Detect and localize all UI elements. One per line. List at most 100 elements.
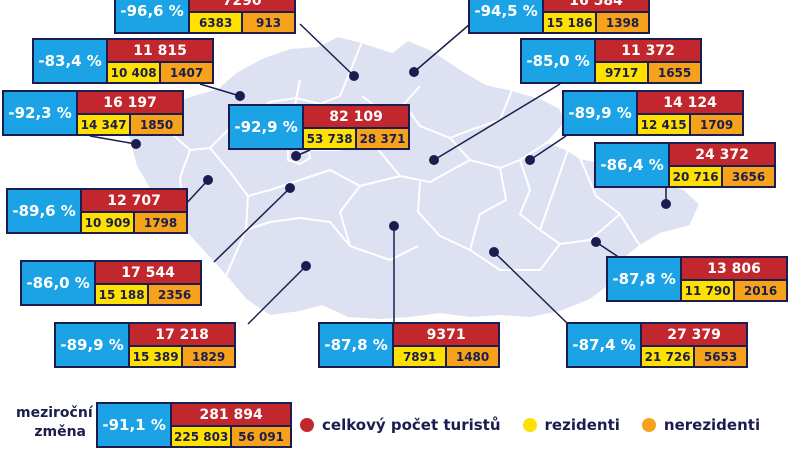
region-residents: 11 790 bbox=[682, 281, 736, 300]
region-residents: 15 186 bbox=[544, 13, 598, 32]
region-pct: -87,8 % bbox=[608, 258, 683, 300]
region-pct: -96,6 % bbox=[116, 0, 191, 32]
legend-dot-residents bbox=[522, 418, 537, 432]
national-nonresidents: 56 091 bbox=[232, 427, 291, 446]
region-pct: -87,8 % bbox=[320, 324, 395, 366]
region-pct: -94,5 % bbox=[470, 0, 545, 32]
region-total: 82 109 bbox=[304, 106, 408, 129]
region-residents: 9717 bbox=[596, 63, 650, 82]
region-dot-vysocina bbox=[389, 221, 399, 231]
region-pct: -89,9 % bbox=[56, 324, 131, 366]
border-kralovehradecky bbox=[403, 89, 513, 139]
region-dot-ustecky bbox=[235, 91, 245, 101]
leader-line-pardubicky bbox=[529, 135, 567, 161]
legend-item-residents: rezidenti bbox=[522, 416, 620, 434]
leader-line-jihomoravsky bbox=[493, 251, 569, 325]
leader-line-kralovehradecky bbox=[433, 83, 561, 161]
region-dot-kralovehradecky bbox=[429, 155, 439, 165]
region-pct: -86,0 % bbox=[22, 262, 97, 304]
leader-line-karlovarsky bbox=[299, 23, 355, 77]
national-residents: 225 803 bbox=[172, 427, 233, 446]
legend: celkový počet turistů rezidenti nerezide… bbox=[300, 416, 782, 434]
leader-line-plzensky-north bbox=[89, 135, 137, 145]
leader-line-stredocesky bbox=[213, 187, 291, 263]
national-pct: -91,1 % bbox=[98, 404, 173, 446]
region-residents: 14 347 bbox=[78, 115, 132, 134]
region-dot-plzensky-north bbox=[131, 139, 141, 149]
region-pct: -92,3 % bbox=[4, 92, 79, 134]
legend-item-nonresidents: nerezidenti bbox=[641, 416, 761, 434]
border-olomoucky bbox=[519, 149, 569, 231]
region-dot-stredocesky bbox=[285, 183, 295, 193]
region-pct: -89,9 % bbox=[564, 92, 639, 134]
region-residents: 53 738 bbox=[304, 129, 358, 148]
region-total: 16 197 bbox=[78, 92, 182, 115]
region-dot-pardubicky bbox=[525, 155, 535, 165]
region-pct: -86,4 % bbox=[596, 144, 671, 186]
leader-line-plzensky bbox=[183, 179, 209, 207]
border-zlinsky bbox=[539, 213, 621, 245]
region-total: 16 584 bbox=[544, 0, 648, 13]
region-nonresidents: 5653 bbox=[695, 347, 746, 366]
region-residents: 15 389 bbox=[130, 347, 184, 366]
region-pct: -83,4 % bbox=[34, 40, 109, 82]
national-label: meziroční změna bbox=[16, 404, 93, 442]
legend-dot-total bbox=[300, 418, 314, 432]
leader-line-ustecky bbox=[199, 83, 241, 97]
region-box-plzensky: -89,6 % 12 707 10 909 1798 bbox=[6, 188, 188, 234]
region-nonresidents: 1829 bbox=[183, 347, 234, 366]
region-residents: 10 408 bbox=[108, 63, 162, 82]
border-jihocesky bbox=[225, 217, 351, 277]
legend-label-residents: rezidenti bbox=[544, 416, 620, 434]
national-label-line1: meziroční bbox=[16, 405, 93, 421]
region-nonresidents: 1398 bbox=[597, 13, 648, 32]
region-dot-karlovarsky bbox=[349, 71, 359, 81]
region-pct: -92,9 % bbox=[230, 106, 305, 148]
region-box-zlinsky: -87,8 % 13 806 11 790 2016 bbox=[606, 256, 788, 302]
region-total: 14 124 bbox=[638, 92, 742, 115]
region-residents: 10 909 bbox=[82, 213, 136, 232]
region-dot-plzensky bbox=[203, 175, 213, 185]
region-dot-jihocesky bbox=[301, 261, 311, 271]
region-total: 11 372 bbox=[596, 40, 700, 63]
region-nonresidents: 1407 bbox=[161, 63, 212, 82]
region-box-jihomoravsky: -87,4 % 27 379 21 726 5653 bbox=[566, 322, 748, 368]
region-pct: -89,6 % bbox=[8, 190, 83, 232]
region-total: 13 806 bbox=[682, 258, 786, 281]
national-total: 281 894 bbox=[172, 404, 290, 427]
region-total: 11 815 bbox=[108, 40, 212, 63]
national-label-line2: změna bbox=[34, 424, 86, 440]
region-total: 24 372 bbox=[670, 144, 774, 167]
region-pct: -85,0 % bbox=[522, 40, 597, 82]
region-pct: -87,4 % bbox=[568, 324, 643, 366]
region-total: 17 544 bbox=[96, 262, 200, 285]
legend-label-total: celkový počet turistů bbox=[322, 416, 501, 434]
region-residents: 12 415 bbox=[638, 115, 692, 134]
region-box-plzensky-north: -92,3 % 16 197 14 347 1850 bbox=[2, 90, 184, 136]
region-nonresidents: 1480 bbox=[447, 347, 498, 366]
border-moravskoslezsky bbox=[579, 157, 641, 247]
region-box-moravskoslezsky: -86,4 % 24 372 20 716 3656 bbox=[594, 142, 776, 188]
region-box-ustecky: -83,4 % 11 815 10 408 1407 bbox=[32, 38, 214, 84]
region-residents: 15 188 bbox=[96, 285, 150, 304]
leader-line-jihocesky bbox=[247, 265, 307, 325]
region-box-stredocesky: -86,0 % 17 544 15 188 2356 bbox=[20, 260, 202, 306]
region-nonresidents: 1850 bbox=[131, 115, 182, 134]
legend-label-nonresidents: nerezidenti bbox=[663, 416, 761, 434]
region-box-praha: -92,9 % 82 109 53 738 28 371 bbox=[228, 104, 410, 150]
leader-lines bbox=[89, 23, 671, 325]
region-nonresidents: 1798 bbox=[135, 213, 186, 232]
region-residents: 20 716 bbox=[670, 167, 724, 186]
region-residents: 6383 bbox=[190, 13, 244, 32]
region-nonresidents: 913 bbox=[243, 13, 294, 32]
region-box-karlovarsky: -96,6 % 7290 6383 913 bbox=[114, 0, 296, 34]
region-dot-liberecky bbox=[409, 67, 419, 77]
region-total: 9371 bbox=[394, 324, 498, 347]
region-residents: 21 726 bbox=[642, 347, 696, 366]
legend-dot-nonresidents bbox=[641, 418, 656, 432]
leader-line-liberecky bbox=[413, 23, 471, 73]
region-box-kralovehradecky: -85,0 % 11 372 9717 1655 bbox=[520, 38, 702, 84]
region-nonresidents: 2016 bbox=[735, 281, 786, 300]
region-total: 7290 bbox=[190, 0, 294, 13]
region-dot-jihomoravsky bbox=[489, 247, 499, 257]
